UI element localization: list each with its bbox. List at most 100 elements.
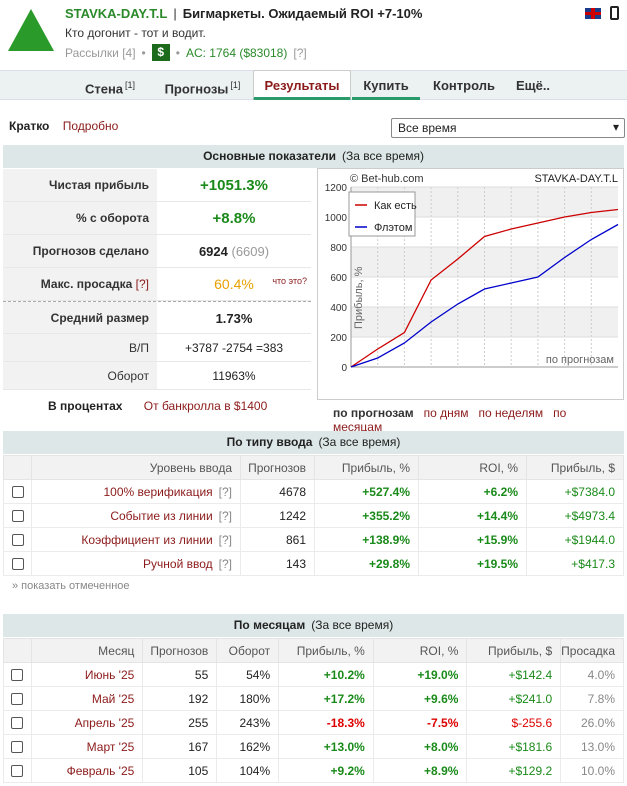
row-checkbox[interactable]	[11, 558, 24, 571]
main-stats-title: Основные показатели	[203, 149, 336, 163]
view-detailed[interactable]: Подробно	[62, 119, 119, 133]
forecast-count: 6924	[198, 244, 228, 259]
table-header: Прогнозов	[142, 638, 218, 663]
by-type-header: По типу ввода (За все время)	[3, 431, 624, 454]
row-checkbox-cell	[3, 686, 32, 711]
table-header: Прибыль, $	[526, 455, 624, 480]
chart-y-tick-label: 1000	[325, 213, 348, 224]
row-label[interactable]: Событие из линии	[110, 508, 213, 523]
row-help-link[interactable]: [?]	[218, 508, 232, 523]
period-select[interactable]: Все время ▾	[391, 118, 625, 138]
mobile-phone-icon[interactable]	[610, 6, 619, 20]
row-roi: +6.2%	[418, 479, 527, 504]
row-count: 143	[240, 551, 315, 576]
by-month-header: По месяцам (За все время)	[3, 614, 624, 637]
view-short[interactable]: Кратко	[9, 119, 50, 133]
percent-mode: В процентах От банкролла в $1400	[48, 399, 267, 413]
stat-row: Средний размер 1.73%	[3, 301, 311, 334]
stat-avg-size: 1.73%	[215, 311, 253, 326]
tab-wall[interactable]: Стена [1]	[84, 80, 136, 97]
row-label[interactable]: 100% верификация	[103, 484, 213, 499]
ac-help-link[interactable]: [?]	[293, 45, 307, 60]
tab-more[interactable]: Ещё..	[515, 78, 551, 93]
show-marked-link[interactable]: » показать отмеченное	[12, 580, 130, 592]
by-month-subtitle: (За все время)	[311, 618, 394, 632]
row-label-cell: Ручной ввод [?]	[31, 551, 241, 576]
row-drawdown: 10.0%	[560, 758, 624, 783]
row-money: +$129.2	[466, 758, 562, 783]
table-header: Уровень ввода	[31, 455, 241, 480]
row-turnover: 54%	[216, 662, 280, 687]
chart-y-tick-label: 400	[330, 303, 347, 314]
table-row: Июнь '25 55 54% +10.2% +19.0% +$142.4 4.…	[3, 662, 624, 687]
chart-y-tick-label: 1200	[325, 183, 348, 194]
stat-label: Средний размер	[3, 302, 157, 333]
row-count: 861	[240, 527, 315, 552]
row-checkbox[interactable]	[11, 765, 24, 778]
row-turnover: 104%	[216, 758, 280, 783]
table-header: ROI, %	[372, 638, 468, 663]
what-is-this-link[interactable]: что это?	[272, 276, 307, 286]
period-select-value: Все время	[398, 121, 457, 135]
profit-chart-svg: 0 200 400 600 800 1000 1200© Bet-hub.com STAVKA…	[325, 173, 619, 374]
profit-chart: 0 200 400 600 800 1000 1200 © Bet-hub.com STAVKA…	[317, 168, 624, 400]
row-checkbox[interactable]	[11, 741, 24, 754]
table-header: Оборот	[216, 638, 280, 663]
uk-flag-icon[interactable]	[585, 8, 601, 19]
percent-label[interactable]: В процентах	[48, 399, 123, 413]
row-money: +$241.0	[466, 686, 562, 711]
row-checkbox[interactable]	[11, 693, 24, 706]
tab-forecasts[interactable]: Прогнозы [1]	[164, 80, 241, 97]
chart-by-forecasts[interactable]: по прогнозам	[333, 406, 414, 420]
tab-buy[interactable]: Купить	[352, 71, 420, 100]
table-header: Прибыль, %	[314, 455, 419, 480]
mailings-link[interactable]: Рассылки [4]	[65, 45, 136, 60]
meta-dot-2: •	[175, 45, 180, 60]
row-count: 4678	[240, 479, 315, 504]
row-count: 192	[142, 686, 218, 711]
table-header-row: Уровень ввода Прогнозов Прибыль, % ROI, …	[3, 455, 624, 480]
stat-row: Чистая прибыль +1051.3%	[3, 169, 311, 202]
title-separator: |	[173, 6, 177, 21]
row-checkbox[interactable]	[11, 717, 24, 730]
row-help-link[interactable]: [?]	[218, 556, 232, 571]
dollar-badge[interactable]: $	[151, 44, 170, 61]
row-label[interactable]: Коэффициент из линии	[81, 532, 213, 547]
row-month[interactable]: Февраль '25	[30, 758, 144, 783]
chart-by-days[interactable]: по дням	[423, 406, 469, 420]
row-checkbox[interactable]	[11, 669, 24, 682]
username-link[interactable]: STAVKA-DAY.T.L	[65, 6, 168, 21]
chart-by-weeks[interactable]: по неделям	[478, 406, 544, 420]
table-row: Март '25 167 162% +13.0% +8.0% +$181.6 1…	[3, 734, 624, 759]
chart-by-months[interactable]: по месяцам	[333, 406, 567, 434]
stat-row: Макс. просадка [?] 60.4% что это?	[3, 268, 311, 301]
row-drawdown: 26.0%	[560, 710, 624, 735]
stat-turnover: 11963%	[212, 369, 256, 383]
row-checkbox[interactable]	[11, 486, 24, 499]
row-month[interactable]: Март '25	[30, 734, 144, 759]
row-checkbox[interactable]	[11, 534, 24, 547]
table-row: Май '25 192 180% +17.2% +9.6% +$241.0 7.…	[3, 686, 624, 711]
row-label[interactable]: Ручной ввод	[143, 556, 213, 571]
row-month[interactable]: Июнь '25	[30, 662, 144, 687]
chart-y-label: Прибыль, %	[353, 266, 365, 329]
table-row: 100% верификация [?] 4678 +527.4% +6.2% +…	[3, 479, 624, 504]
tab-control[interactable]: Контроль	[433, 78, 495, 93]
row-month[interactable]: Апрель '25	[30, 710, 144, 735]
row-checkbox[interactable]	[11, 510, 24, 523]
chart-legend-box	[348, 191, 416, 237]
row-month[interactable]: Май '25	[30, 686, 144, 711]
drawdown-help-link[interactable]: [?]	[135, 277, 149, 291]
row-help-link[interactable]: [?]	[218, 532, 232, 547]
forecast-count-extra: (6609)	[231, 244, 270, 259]
bankroll-link[interactable]: От банкролла в $1400	[143, 399, 268, 413]
row-count: 1242	[240, 503, 315, 528]
row-roi: +19.0%	[372, 662, 468, 687]
stat-label: Оборот	[3, 362, 157, 389]
row-profit: +9.2%	[278, 758, 374, 783]
stat-label-drawdown: Макс. просадка [?]	[3, 268, 157, 300]
table-header: Прибыль, $	[466, 638, 562, 663]
tab-results[interactable]: Результаты	[253, 70, 351, 100]
row-help-link[interactable]: [?]	[218, 484, 232, 499]
row-checkbox-cell	[3, 527, 32, 552]
